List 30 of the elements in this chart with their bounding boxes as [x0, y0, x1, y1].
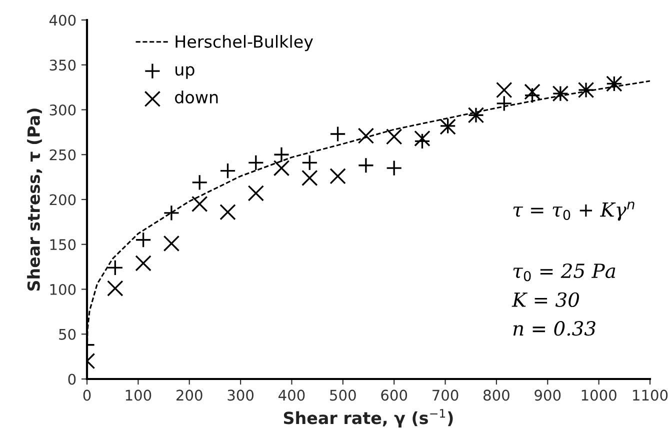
- x-tick-label: 200: [176, 390, 202, 401]
- annotation: τ = τ$_{0}$ + Kγ$^{n}$: [513, 202, 634, 221]
- legend-label: Herschel-Bulkley: [176, 35, 313, 52]
- x-tick-label: 1100: [633, 390, 668, 401]
- annotation: τ$_{0}$ = 25 Pa: [513, 263, 616, 282]
- y-tick-label: 0: [68, 374, 76, 385]
- y-tick-label: 50: [59, 328, 76, 340]
- x-tick-label: 800: [484, 390, 510, 401]
- x-tick-label: 100: [126, 390, 152, 401]
- x-tick-label: 400: [278, 390, 305, 401]
- y-tick-label: 400: [49, 14, 76, 26]
- x-tick-label: 700: [432, 390, 458, 401]
- y-tick-label: 150: [50, 239, 76, 250]
- x-tick-label: 500: [330, 390, 356, 401]
- x-tick-label: 300: [228, 390, 254, 401]
- y-tick-label: 200: [50, 194, 76, 206]
- x-axis-title: Shear rate, γ (s$^{−1}$): [284, 409, 453, 428]
- x-tick-label: 1000: [582, 390, 616, 401]
- x-tick-label: 0: [83, 390, 91, 401]
- annotation: K = 30: [512, 292, 579, 308]
- legend-label: down: [175, 90, 218, 104]
- y-tick-label: 100: [50, 284, 76, 295]
- y-axis-title: Shear stress, τ (Pa): [27, 108, 42, 291]
- y-tick-label: 300: [50, 104, 76, 116]
- x-tick-label: 900: [534, 390, 561, 401]
- annotation: n = 0.33: [513, 321, 596, 336]
- y-tick-label: 250: [50, 149, 76, 160]
- legend-label: up: [176, 66, 194, 79]
- y-tick-label: 350: [50, 60, 76, 71]
- x-tick-label: 600: [381, 390, 408, 401]
